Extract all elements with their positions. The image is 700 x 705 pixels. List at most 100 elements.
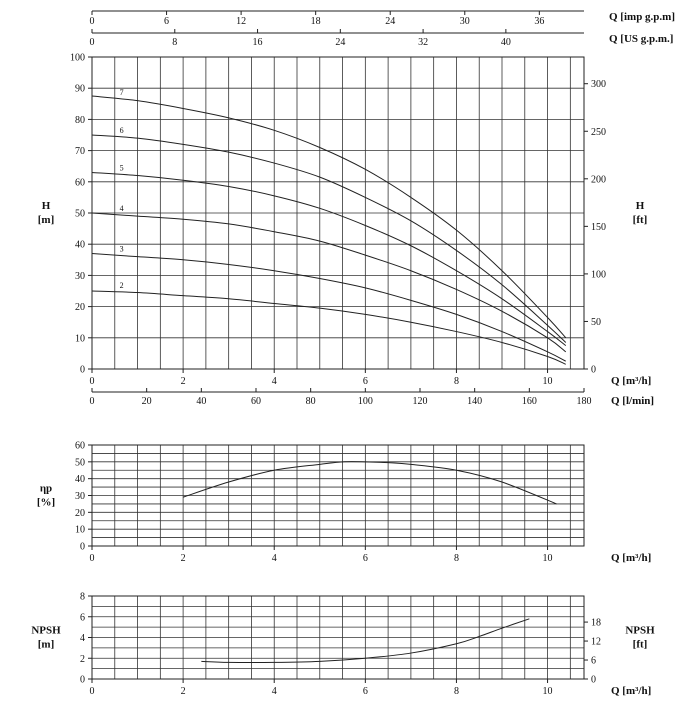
- x-tick-label: 8: [454, 553, 459, 564]
- y-axis-label: H: [42, 200, 51, 212]
- efficiency-curve-panel: 0 2 4 6 8 10 Q [m³/h] 0 10 20 30 40 50 60 ηp [%]: [37, 441, 651, 565]
- x-tick-label: 4: [272, 376, 277, 387]
- top-tick-label: 6: [164, 16, 169, 27]
- series-curve-npsh: [201, 618, 530, 664]
- x2-tick-label: 0: [90, 396, 95, 407]
- top-tick-label: 32: [418, 37, 428, 48]
- x-axis-label: Q [m³/h]: [611, 685, 651, 697]
- y-tick-label: 50: [75, 209, 85, 220]
- top-tick-label: 0: [90, 16, 95, 27]
- y-tick-label: 4: [80, 633, 85, 644]
- x2-tick-label: 20: [142, 396, 152, 407]
- y-axis-unit: [m]: [38, 214, 55, 226]
- y-axis-unit: [%]: [37, 497, 55, 509]
- series-label: 4: [120, 204, 124, 213]
- x-tick-label: 2: [181, 686, 186, 697]
- x2-tick-label: 100: [358, 396, 373, 407]
- y2-tick-label: 12: [591, 637, 601, 648]
- y-tick-label: 0: [80, 365, 85, 376]
- x-tick-label: 2: [181, 553, 186, 564]
- series-label: 6: [120, 126, 124, 135]
- y-tick-label: 0: [80, 542, 85, 553]
- x-tick-label: 2: [181, 376, 186, 387]
- y-tick-label: 60: [75, 177, 85, 188]
- top-axis-label: Q [imp g.p.m]: [609, 11, 675, 23]
- series-label: 7: [120, 88, 124, 97]
- top-tick-label: 24: [385, 16, 395, 27]
- x-tick-label: 6: [363, 686, 368, 697]
- y2-tick-label: 100: [591, 269, 606, 280]
- y-tick-label: 60: [75, 441, 85, 452]
- x-tick-label: 6: [363, 553, 368, 564]
- top-tick-label: 24: [335, 37, 345, 48]
- y-tick-label: 30: [75, 491, 85, 502]
- y-tick-label: 80: [75, 115, 85, 126]
- top-tick-label: 16: [253, 37, 263, 48]
- x-tick-label: 0: [90, 553, 95, 564]
- y2-tick-label: 18: [591, 618, 601, 629]
- y-tick-label: 10: [75, 525, 85, 536]
- series-curve-7: [91, 95, 567, 339]
- y2-tick-label: 250: [591, 127, 606, 138]
- y-tick-label: 30: [75, 271, 85, 282]
- x-tick-label: 4: [272, 686, 277, 697]
- y-axis-label: ηp: [40, 483, 52, 495]
- x-tick-label: 8: [454, 686, 459, 697]
- y-tick-label: 20: [75, 508, 85, 519]
- x2-tick-label: 140: [467, 396, 482, 407]
- y-tick-label: 90: [75, 84, 85, 95]
- top-tick-label: 0: [90, 37, 95, 48]
- x2-tick-label: 40: [196, 396, 206, 407]
- y2-tick-label: 6: [591, 656, 596, 667]
- y2-axis-unit: [ft]: [633, 639, 648, 651]
- series-curve-3: [91, 253, 567, 362]
- series-label: 3: [120, 245, 124, 254]
- series-curve-5: [91, 171, 567, 346]
- series-label: 5: [120, 163, 124, 172]
- top-axis-label: Q [US g.p.m.]: [609, 33, 673, 45]
- y-tick-label: 20: [75, 302, 85, 313]
- top-tick-label: 12: [236, 16, 246, 27]
- top-tick-label: 18: [311, 16, 321, 27]
- x-tick-label: 10: [543, 376, 553, 387]
- series-label: 2: [120, 281, 124, 290]
- y-tick-label: 8: [80, 592, 85, 603]
- y2-tick-label: 300: [591, 79, 606, 90]
- x-axis-label: Q [m³/h]: [611, 552, 651, 564]
- x2-tick-label: 180: [576, 396, 591, 407]
- head-curve-panel: 0 2 4 6 8 10 Q [m³/h]0102030405060708090100H[m…: [38, 10, 675, 407]
- x-tick-label: 4: [272, 553, 277, 564]
- y-tick-label: 0: [80, 675, 85, 686]
- y-axis-unit: [m]: [38, 639, 55, 651]
- top-tick-label: 8: [172, 37, 177, 48]
- x-tick-label: 0: [90, 376, 95, 387]
- x-tick-label: 10: [543, 686, 553, 697]
- y-tick-label: 70: [75, 146, 85, 157]
- x-axis-label: Q [m³/h]: [611, 375, 651, 387]
- series-curve-2: [91, 290, 566, 365]
- y-tick-label: 50: [75, 457, 85, 468]
- y2-tick-label: 200: [591, 174, 606, 185]
- y2-tick-label: 150: [591, 222, 606, 233]
- x-tick-label: 6: [363, 376, 368, 387]
- y2-axis-unit: [ft]: [633, 214, 648, 226]
- x2-axis-label: Q [l/min]: [611, 395, 654, 407]
- y2-tick-label: 50: [591, 317, 601, 328]
- y-axis-label: NPSH: [31, 625, 61, 637]
- x-tick-label: 10: [543, 553, 553, 564]
- series-curve-4: [91, 212, 567, 353]
- npsh-curve-panel: 0 2 4 6 8 10 Q [m³/h] 0 2 4 6 8 NPSH [m] 0 6 12 18 NPSH [ft…: [31, 592, 655, 698]
- series-curve-efficiency: [182, 461, 557, 505]
- x2-tick-label: 80: [306, 396, 316, 407]
- y-tick-label: 2: [80, 654, 85, 665]
- series-curve-6: [91, 134, 567, 343]
- x2-tick-label: 120: [412, 396, 427, 407]
- y-tick-label: 100: [70, 53, 85, 64]
- y-tick-label: 6: [80, 612, 85, 623]
- top-tick-label: 36: [534, 16, 544, 27]
- x-tick-label: 8: [454, 376, 459, 387]
- y2-tick-label: 0: [591, 675, 596, 686]
- x-tick-label: 0: [90, 686, 95, 697]
